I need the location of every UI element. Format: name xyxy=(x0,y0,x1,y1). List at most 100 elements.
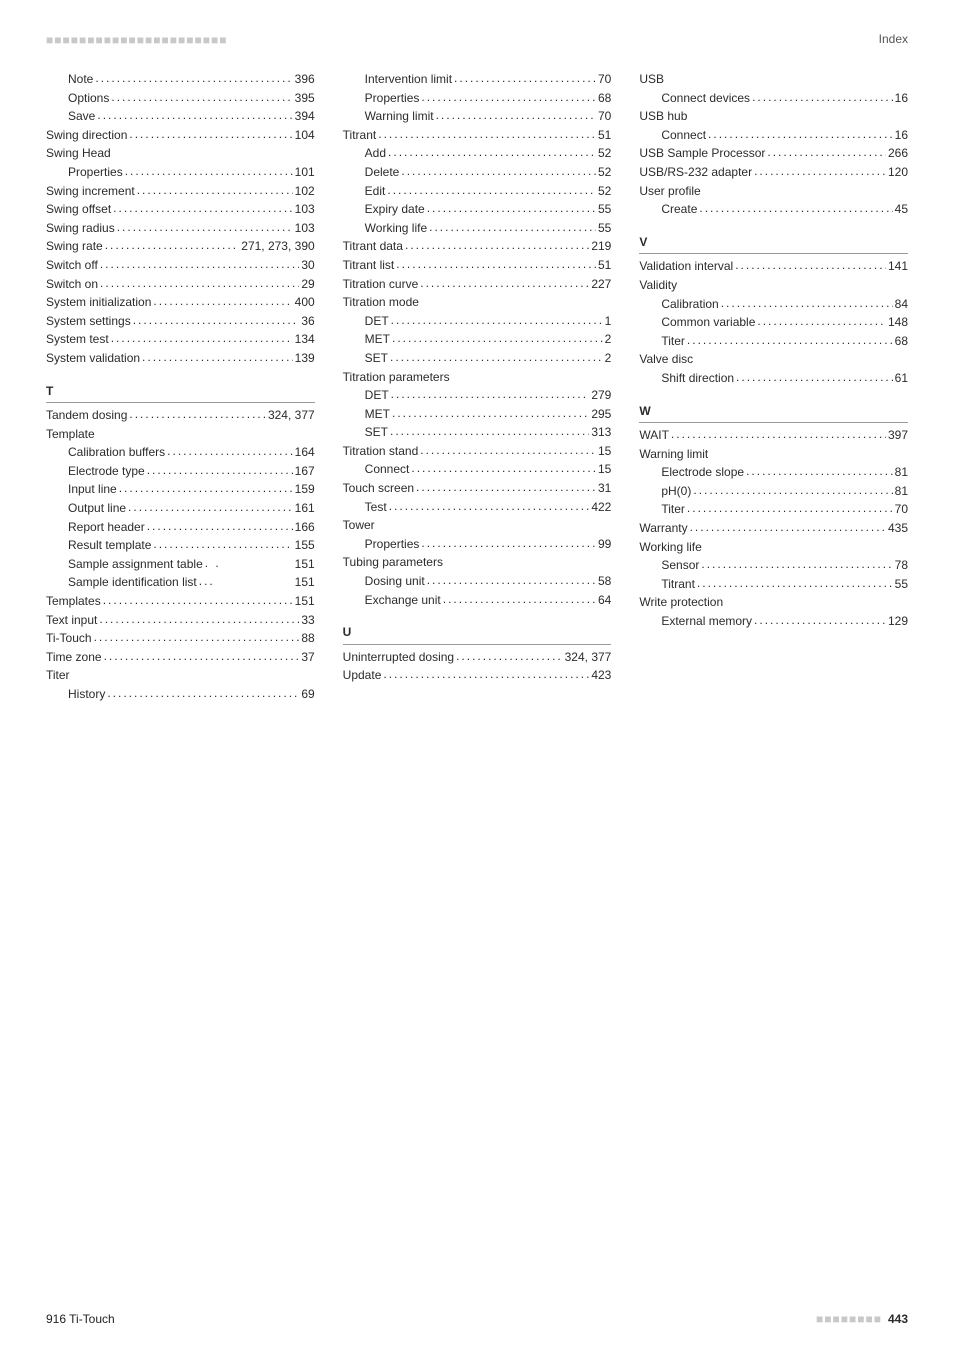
index-entry: DET ....................................… xyxy=(343,386,612,405)
index-entry-page: 139 xyxy=(295,349,315,368)
index-entry-label: pH(0) xyxy=(661,482,691,501)
index-leader: ........................................… xyxy=(427,571,596,590)
index-entry-label: Add xyxy=(365,144,386,163)
index-entry-page: 52 xyxy=(598,144,611,163)
index-entry-label: History xyxy=(68,685,105,704)
index-entry-label: Titer xyxy=(661,500,685,519)
index-leader: ........................................… xyxy=(97,106,292,125)
index-entry-label: System settings xyxy=(46,312,131,331)
index-leader: ........................................… xyxy=(105,236,240,255)
index-entry-page: 101 xyxy=(295,163,315,182)
index-entry: System validation ......................… xyxy=(46,349,315,368)
index-leader: ........................................… xyxy=(421,88,596,107)
index-entry: Valve disc xyxy=(639,350,908,369)
index-entry: Touch screen ...........................… xyxy=(343,479,612,498)
index-entry-label: Ti-Touch xyxy=(46,629,92,648)
index-entry: Switch on ..............................… xyxy=(46,275,315,294)
index-entry-label: System initialization xyxy=(46,293,151,312)
index-leader: ........................................… xyxy=(378,125,596,144)
index-entry-label: Edit xyxy=(365,182,386,201)
index-entry-page: 37 xyxy=(301,648,314,667)
index-entry-label: Working life xyxy=(639,538,701,557)
index-entry: Uninterrupted dosing ...................… xyxy=(343,648,612,667)
index-entry-label: System test xyxy=(46,330,109,349)
index-entry: Tandem dosing ..........................… xyxy=(46,406,315,425)
index-leader: ........................................… xyxy=(699,199,892,218)
index-entry-page: 69 xyxy=(301,685,314,704)
index-entry-label: Properties xyxy=(365,535,420,554)
index-entry: Intervention limit .....................… xyxy=(343,70,612,89)
index-entry-label: USB hub xyxy=(639,107,687,126)
index-entry-label: Template xyxy=(46,425,95,444)
index-entry-page: 151 xyxy=(295,555,315,574)
index-entry: Result template ........................… xyxy=(46,536,315,555)
index-entry: Calibration buffers ....................… xyxy=(46,443,315,462)
index-entry: Electrode slope ........................… xyxy=(639,463,908,482)
index-entry-page: 104 xyxy=(295,126,315,145)
index-leader: ........................................… xyxy=(117,218,293,237)
index-entry-label: Swing rate xyxy=(46,237,103,256)
index-entry: System initialization ..................… xyxy=(46,293,315,312)
index-column: USBConnect devices .....................… xyxy=(639,70,908,704)
index-entry-label: Warning limit xyxy=(365,107,434,126)
index-entry-page: 70 xyxy=(598,70,611,89)
index-entry-label: Report header xyxy=(68,518,145,537)
index-column: Intervention limit .....................… xyxy=(343,70,612,704)
index-leader: ........................................… xyxy=(153,292,292,311)
index-entry: Properties .............................… xyxy=(343,535,612,554)
index-column: Note ...................................… xyxy=(46,70,315,704)
index-leader: ........................................… xyxy=(443,590,596,609)
index-entry-label: Connect devices xyxy=(661,89,750,108)
index-leader: ........................................… xyxy=(405,236,589,255)
index-entry-page: 2 xyxy=(605,330,612,349)
index-entry: USB xyxy=(639,70,908,89)
index-entry: Working life xyxy=(639,538,908,557)
index-entry-page: 167 xyxy=(295,462,315,481)
index-leader: ........................................… xyxy=(420,441,596,460)
index-entry: Connect ................................… xyxy=(343,460,612,479)
index-entry-label: Test xyxy=(365,498,387,517)
index-entry: Update .................................… xyxy=(343,666,612,685)
index-leader: ........................................… xyxy=(721,294,893,313)
footer-dots: ■■■■■■■■ xyxy=(816,1312,882,1326)
index-entry-label: Touch screen xyxy=(343,479,414,498)
index-entry-label: Valve disc xyxy=(639,350,693,369)
index-leader: ... xyxy=(199,572,293,591)
index-entry-page: 81 xyxy=(895,463,908,482)
index-entry: DET ....................................… xyxy=(343,312,612,331)
index-leader: ........................................… xyxy=(701,555,892,574)
index-entry-page: 31 xyxy=(598,479,611,498)
index-entry-label: USB xyxy=(639,70,664,89)
index-entry: Templates ..............................… xyxy=(46,592,315,611)
index-entry-page: 81 xyxy=(895,482,908,501)
index-leader: ........................................… xyxy=(429,218,596,237)
index-entry: Swing increment ........................… xyxy=(46,182,315,201)
index-entry: WAIT ...................................… xyxy=(639,426,908,445)
page-header: ■■■■■■■■■■■■■■■■■■■■■■ Index xyxy=(46,32,908,46)
index-entry: SET ....................................… xyxy=(343,423,612,442)
index-entry-label: Sensor xyxy=(661,556,699,575)
index-entry: Input line .............................… xyxy=(46,480,315,499)
index-entry-page: 52 xyxy=(598,163,611,182)
index-entry-label: Switch on xyxy=(46,275,98,294)
index-entry-page: 279 xyxy=(591,386,611,405)
index-entry-label: DET xyxy=(365,312,389,331)
index-leader: ........................................… xyxy=(752,88,893,107)
index-entry: pH(0) ..................................… xyxy=(639,482,908,501)
index-entry-page: 78 xyxy=(895,556,908,575)
index-entry-page: 51 xyxy=(598,256,611,275)
index-entry-label: MET xyxy=(365,405,390,424)
index-entry: External memory ........................… xyxy=(639,612,908,631)
index-entry-label: Tower xyxy=(343,516,375,535)
header-dots: ■■■■■■■■■■■■■■■■■■■■■■ xyxy=(46,34,227,46)
index-entry-label: External memory xyxy=(661,612,752,631)
index-entry-page: 141 xyxy=(888,257,908,276)
index-entry-page: 45 xyxy=(895,200,908,219)
index-entry: Properties .............................… xyxy=(343,89,612,108)
index-entry: Time zone ..............................… xyxy=(46,648,315,667)
index-entry: Shift direction ........................… xyxy=(639,369,908,388)
index-leader: ........................................… xyxy=(388,143,596,162)
index-entry-label: Working life xyxy=(365,219,427,238)
index-leader: ........................................… xyxy=(421,534,596,553)
index-entry-page: 102 xyxy=(295,182,315,201)
